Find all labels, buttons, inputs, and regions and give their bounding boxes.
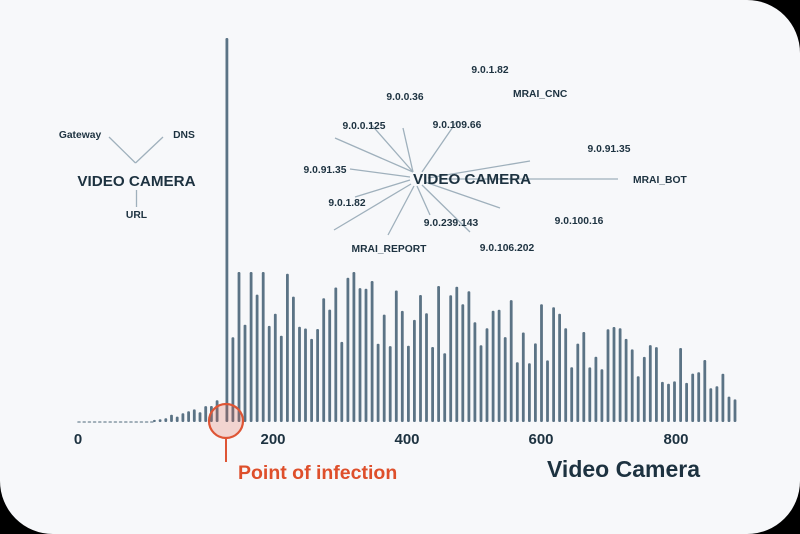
svg-text:9.0.91.35: 9.0.91.35 bbox=[588, 144, 631, 155]
svg-text:9.0.109.66: 9.0.109.66 bbox=[433, 120, 482, 131]
svg-text:MRAI_CNC: MRAI_CNC bbox=[513, 89, 568, 100]
svg-text:400: 400 bbox=[394, 431, 419, 448]
svg-text:VIDEO CAMERA: VIDEO CAMERA bbox=[413, 171, 531, 188]
svg-text:9.0.100.16: 9.0.100.16 bbox=[555, 216, 604, 227]
svg-text:MRAI_BOT: MRAI_BOT bbox=[633, 175, 687, 186]
svg-text:200: 200 bbox=[260, 431, 285, 448]
svg-text:800: 800 bbox=[663, 431, 688, 448]
svg-text:Video Camera: Video Camera bbox=[547, 456, 700, 482]
svg-text:Gateway: Gateway bbox=[59, 130, 102, 141]
svg-text:9.0.0.125: 9.0.0.125 bbox=[343, 121, 386, 132]
svg-text:VIDEO CAMERA: VIDEO CAMERA bbox=[77, 173, 195, 190]
svg-text:9.0.91.35: 9.0.91.35 bbox=[304, 165, 347, 176]
svg-text:9.0.239.143: 9.0.239.143 bbox=[424, 218, 479, 229]
svg-text:9.0.1.82: 9.0.1.82 bbox=[471, 65, 508, 76]
svg-text:URL: URL bbox=[126, 210, 147, 221]
svg-text:9.0.1.82: 9.0.1.82 bbox=[328, 198, 365, 209]
svg-text:Point of infection: Point of infection bbox=[238, 462, 397, 484]
svg-text:0: 0 bbox=[74, 431, 82, 448]
svg-text:DNS: DNS bbox=[173, 130, 195, 141]
svg-text:MRAI_REPORT: MRAI_REPORT bbox=[352, 244, 428, 255]
svg-text:9.0.0.36: 9.0.0.36 bbox=[386, 92, 423, 103]
svg-text:9.0.106.202: 9.0.106.202 bbox=[480, 243, 535, 254]
svg-text:600: 600 bbox=[528, 431, 553, 448]
